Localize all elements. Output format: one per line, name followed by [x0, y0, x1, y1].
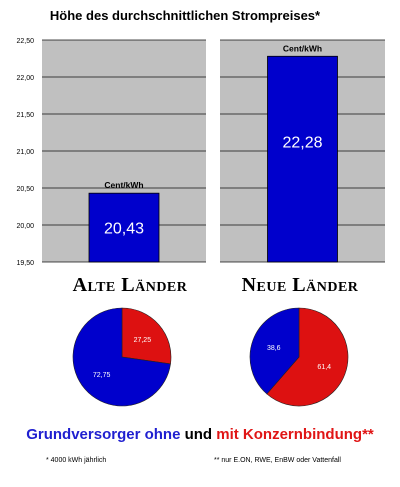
- pie-1-slice-grundversorger: [72, 307, 171, 407]
- pie-1-slice-konzern: [121, 307, 172, 365]
- pie-slice-label: 27,25: [134, 337, 152, 344]
- pie-slice-label: 72,75: [93, 372, 111, 379]
- bar-value-label: 20,43: [104, 221, 144, 238]
- y-tick-label: 19,50: [16, 260, 34, 267]
- pie-title-alte-laender: Alte Länder: [72, 274, 188, 296]
- footnote-right: ** nur E.ON, RWE, EnBW oder Vattenfall: [214, 457, 341, 464]
- bar-unit-label: Cent/kWh: [283, 43, 322, 53]
- legend: Grundversorger ohne und mit Konzernbindu…: [0, 426, 400, 443]
- y-tick-label: 20,50: [16, 186, 34, 193]
- footnote-left: * 4000 kWh jährlich: [46, 457, 107, 464]
- legend-item-grundversorger: Grundversorger ohne: [26, 426, 181, 443]
- bar-value-label: 22,28: [282, 134, 322, 151]
- y-tick-label: 21,50: [16, 112, 34, 119]
- bar-2: [267, 55, 338, 263]
- legend-item-konzernbindung: mit Konzernbindung**: [216, 426, 374, 443]
- pie-2-slice-grundversorger: [249, 307, 300, 395]
- y-tick-label: 21,00: [16, 149, 34, 156]
- pie-slice-label: 61,4: [317, 364, 331, 371]
- bar-unit-label: Cent/kWh: [104, 180, 143, 190]
- bar-1: [88, 192, 160, 263]
- y-tick-label: 22,00: [16, 75, 34, 82]
- chart-title: Höhe des durchschnittlichen Strompreises…: [49, 8, 321, 23]
- pie-slice-label: 38,6: [267, 345, 281, 352]
- legend-connector: und: [184, 426, 213, 443]
- y-tick-label: 22,50: [16, 38, 34, 45]
- y-tick-label: 20,00: [16, 223, 34, 230]
- pie-2-slice-konzern: [266, 307, 349, 407]
- pie-title-neue-laender: Neue Länder: [241, 274, 359, 296]
